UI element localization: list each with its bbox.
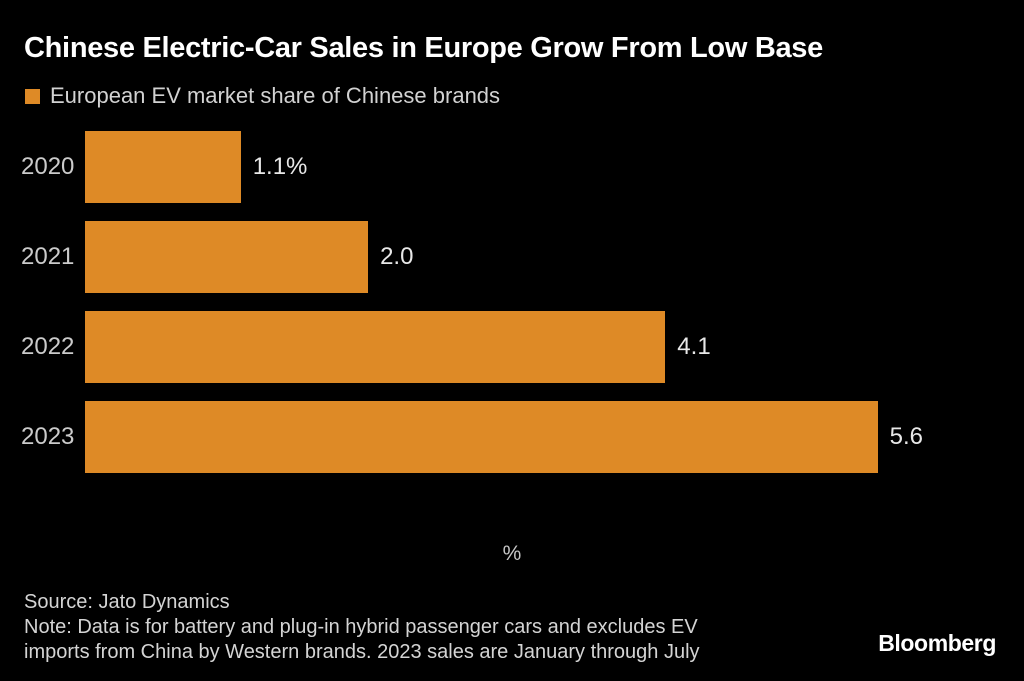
chart-legend: European EV market share of Chinese bran… (25, 83, 501, 108)
bar-2022 (85, 311, 666, 383)
bar-2021 (85, 221, 369, 293)
legend-label: European EV market share of Chinese bran… (50, 83, 501, 108)
bar-value-label: 2.0 (380, 243, 414, 270)
bar-value-label: 5.6 (889, 423, 923, 450)
chart-title: Chinese Electric-Car Sales in Europe Gro… (24, 32, 823, 64)
x-axis-label: % (502, 542, 522, 565)
note-line-1: Note: Data is for battery and plug-in hy… (24, 616, 698, 638)
chart-footnotes: Source: Jato Dynamics Note: Data is for … (24, 590, 700, 665)
y-axis-tick-label: 2020 (21, 153, 75, 180)
chart-row: 2020 1.1% (0, 122, 1024, 212)
bar-2023 (85, 401, 878, 473)
y-axis-tick-label: 2023 (21, 423, 75, 450)
bar-2020 (85, 131, 241, 203)
chart-row: 2022 4.1 (0, 302, 1024, 392)
y-axis-tick-label: 2022 (21, 333, 75, 360)
bar-chart: 2020 1.1% 2021 2.0 2022 4.1 2023 5.6 (0, 122, 1024, 482)
chart-row: 2023 5.6 (0, 392, 1024, 482)
chart-row: 2021 2.0 (0, 212, 1024, 302)
bar-value-label: 1.1% (252, 153, 308, 180)
legend-color-swatch-icon (25, 88, 40, 104)
y-axis-tick-label: 2021 (21, 243, 75, 270)
bar-value-label: 4.1 (677, 333, 711, 360)
bloomberg-logo: Bloomberg (878, 630, 996, 656)
note-line-2: imports from China by Western brands. 20… (24, 641, 700, 663)
source-line: Source: Jato Dynamics (24, 591, 230, 613)
